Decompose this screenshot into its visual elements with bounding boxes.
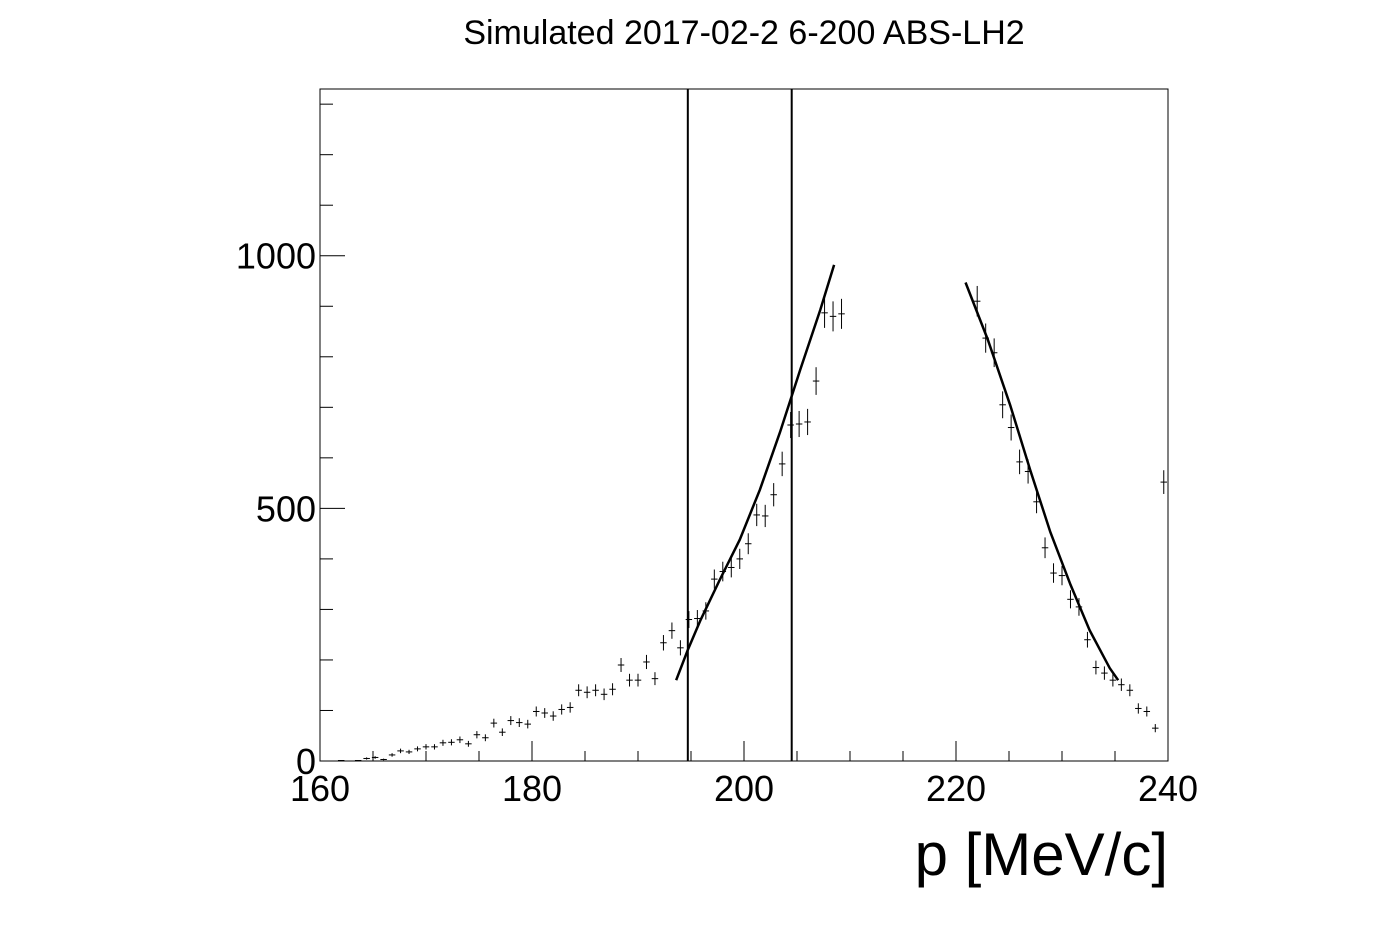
x-axis-label: p [MeV/c] — [915, 821, 1168, 888]
fit-curve — [674, 264, 836, 681]
y-tick-label: 0 — [296, 741, 316, 782]
chart-title: Simulated 2017-02-2 6-200 ABS-LH2 — [463, 14, 1024, 52]
fit-curve — [964, 282, 1120, 681]
x-tick-label: 200 — [714, 768, 774, 809]
y-tick-label: 500 — [256, 488, 316, 529]
x-tick-label: 180 — [502, 768, 562, 809]
x-tick-label: 160 — [290, 768, 350, 809]
y-tick-label: 1000 — [236, 236, 316, 277]
x-tick-label: 220 — [926, 768, 986, 809]
x-tick-label: 240 — [1138, 768, 1198, 809]
